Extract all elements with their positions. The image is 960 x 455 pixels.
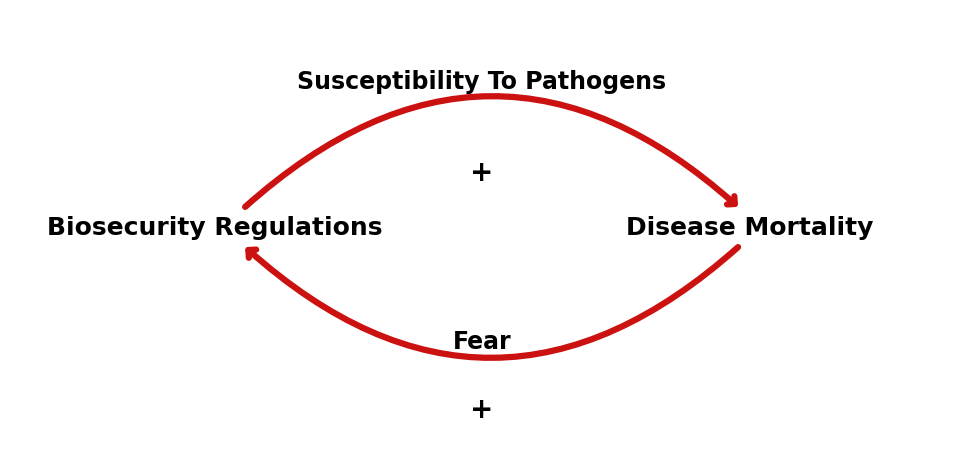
FancyArrowPatch shape bbox=[249, 248, 738, 358]
Text: +: + bbox=[470, 395, 493, 424]
Text: Biosecurity Regulations: Biosecurity Regulations bbox=[47, 216, 382, 239]
Text: Fear: Fear bbox=[453, 329, 512, 353]
Text: Disease Mortality: Disease Mortality bbox=[626, 216, 874, 239]
Text: +: + bbox=[470, 159, 493, 187]
FancyArrowPatch shape bbox=[245, 97, 734, 207]
Text: Susceptibility To Pathogens: Susceptibility To Pathogens bbox=[298, 70, 666, 94]
